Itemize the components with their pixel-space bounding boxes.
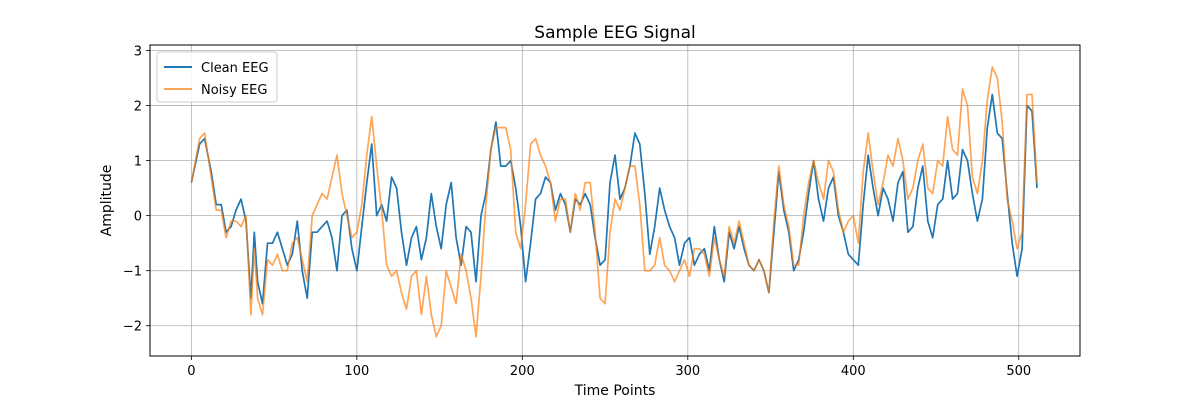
y-tick-label: 3 (134, 45, 142, 60)
x-tick-label: 200 (510, 364, 535, 379)
y-tick-label: −1 (123, 265, 142, 280)
chart-title: Sample EEG Signal (534, 23, 695, 43)
legend-label: Noisy EEG (201, 83, 267, 98)
legend-label: Clean EEG (201, 61, 269, 76)
x-tick-label: 0 (187, 364, 195, 379)
axis-ticks: 0 100 200 300 400 500 −2 −1 0 1 2 3 (123, 45, 1031, 379)
y-tick-label: 0 (134, 210, 142, 225)
x-tick-label: 500 (1006, 364, 1031, 379)
plot-frame (149, 44, 1081, 357)
legend: Clean EEG Noisy EEG (156, 51, 278, 103)
series-line-noisy-eeg (190, 66, 1038, 338)
series-line-clean-eeg (190, 93, 1038, 305)
y-tick-label: 2 (134, 100, 142, 115)
y-tick-label: −2 (123, 320, 142, 335)
x-tick-label: 100 (344, 364, 369, 379)
x-tick-label: 300 (675, 364, 700, 379)
x-axis-label: Time Points (574, 383, 656, 399)
series-lines (190, 66, 1038, 338)
x-tick-label: 400 (841, 364, 866, 379)
y-axis-label: Amplitude (99, 165, 115, 237)
y-tick-label: 1 (134, 155, 142, 170)
